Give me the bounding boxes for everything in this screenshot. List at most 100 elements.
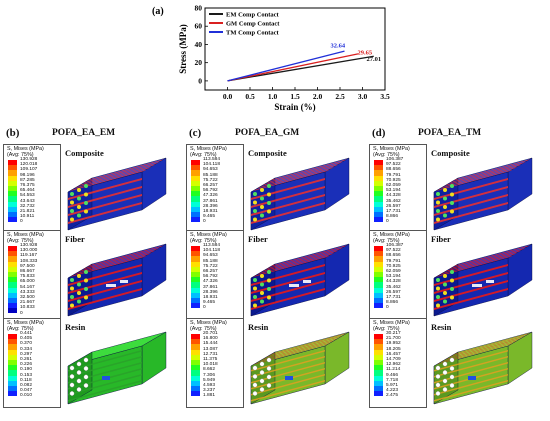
legend-tick-label: 70.925	[386, 263, 401, 269]
legend-tick-label: 47.326	[203, 193, 218, 199]
legend-tick-label: 97.522	[386, 248, 401, 254]
legend-swatch	[191, 380, 200, 386]
legend-tick-label: 16.457	[386, 351, 401, 357]
legend-tick-label: 5.949	[203, 377, 216, 383]
legend-tick-label: 28.396	[203, 203, 218, 209]
legend-tick-label: 53.194	[386, 188, 401, 194]
legend-tick-label: 7.306	[203, 372, 216, 378]
composite-label: Composite	[248, 148, 287, 158]
legend-tick-label: 109.107	[20, 167, 38, 173]
legend-swatch	[8, 256, 17, 262]
legend-swatch	[191, 191, 200, 197]
composite-label: Composite	[65, 148, 104, 158]
legend-swatch	[191, 266, 200, 272]
fiber-label: Fiber	[431, 234, 451, 244]
resin-label: Resin	[65, 322, 86, 332]
legend-swatch	[191, 370, 200, 376]
legend-swatch	[8, 160, 17, 166]
legend-header: S, Mises (MPa) (Avg: 75%)	[370, 319, 426, 332]
legend-tick-label: 17.731	[386, 209, 401, 214]
legend-tick-label: 54.553	[20, 193, 35, 199]
legend-tick-label: 79.791	[386, 258, 401, 264]
legend-tick-label: 37.861	[203, 198, 218, 204]
x-tick-label: 3.0	[358, 92, 368, 101]
legend-avg: (Avg: 75%)	[7, 238, 34, 245]
legend-tick-label: 12.962	[386, 362, 401, 368]
legend-tick-label: 0	[386, 305, 389, 311]
legend-swatch	[8, 354, 17, 360]
legend-tick-label: 14.709	[386, 357, 401, 362]
legend-avg: (Avg: 75%)	[190, 326, 217, 333]
fiber-model	[428, 240, 536, 318]
legend-tick-label: 0	[20, 219, 23, 225]
legend-tick-label: 35.462	[386, 284, 401, 290]
legend-tick-label: 94.653	[203, 167, 218, 173]
legend-tick-label: 97.522	[386, 162, 401, 168]
legend-tick-label: 0.082	[20, 383, 33, 388]
legend-tick-label: 5.971	[386, 383, 399, 388]
value-annotation: 29.65	[357, 49, 372, 56]
legend-tick-label: 65.000	[20, 279, 35, 285]
legend-tick-label: 17.731	[386, 295, 401, 300]
legend-title: S, Mises (MPa)	[373, 320, 410, 326]
legend-color-bar	[374, 160, 383, 223]
legend-swatch	[374, 380, 383, 386]
legend-header: S, Mises (MPa) (Avg: 75%)	[370, 231, 426, 244]
legend-tick-label: 130.928	[20, 157, 38, 162]
legend-tick-label: 0.405	[20, 336, 33, 342]
legend-tick-label: 104.118	[203, 162, 220, 168]
stress-strain-chart: 0.0 0.5 1.0 1.5 2.0 2.5 3.0 3.5 0 20 40 60 80 Strain …	[150, 2, 400, 118]
legend-swatch	[8, 391, 17, 397]
legend-swatch	[8, 334, 17, 340]
fiber-label: Fiber	[248, 234, 268, 244]
legend-title: S, Mises (MPa)	[373, 232, 410, 238]
legend-tick-label: 9.465	[203, 214, 216, 220]
legend-header: S, Mises (MPa) (Avg: 75%)	[187, 319, 243, 332]
composite-model-render	[67, 157, 167, 231]
legend-tick-label: 44.328	[386, 193, 401, 199]
legend-tick-label: 120.018	[20, 162, 38, 168]
composite-model-render	[433, 157, 533, 231]
composite-label: Composite	[431, 148, 470, 158]
legend-swatch	[8, 297, 17, 304]
legend-tick-label: 21.700	[386, 336, 401, 342]
legend-swatch	[8, 339, 17, 345]
legend-tick-label: 108.333	[20, 258, 38, 264]
legend-color-bar	[374, 334, 383, 397]
legend-swatch	[374, 217, 383, 223]
composite-model	[245, 154, 353, 232]
x-tick-label: 0.5	[245, 92, 255, 101]
legend-swatch	[8, 287, 17, 293]
legend-swatch	[191, 196, 200, 202]
legend-swatch	[374, 251, 383, 257]
legend-swatch	[191, 391, 200, 397]
legend-entry: TM Comp Contact	[226, 30, 280, 37]
legend-tick-label: 113.584	[203, 243, 220, 248]
legend-tick-label: 0	[203, 219, 206, 225]
legend-tick-label: 4.223	[386, 388, 399, 394]
legend-swatch	[374, 365, 383, 371]
legend-tick-label: 54.167	[20, 284, 35, 290]
legend-tick-label: 10.018	[203, 362, 218, 368]
legend-swatch	[8, 196, 17, 202]
fiber-legend: S, Mises (MPa) (Avg: 75%) 113.584 104.118 94…	[186, 230, 244, 320]
legend-tick-label: 47.326	[203, 279, 218, 285]
legend-color-bar	[8, 160, 17, 223]
legend-tick-label: 113.584	[203, 157, 220, 162]
y-tick-label: 80	[195, 4, 203, 13]
legend-swatch	[374, 349, 383, 355]
value-annotation: 32.64	[330, 43, 345, 50]
legend-swatch	[374, 271, 383, 278]
resin-model	[245, 328, 353, 406]
legend-swatch	[8, 282, 17, 288]
legend-tick-label: 18.205	[386, 346, 401, 352]
fiber-model-render	[250, 243, 350, 317]
legend-tick-label: 28.396	[203, 289, 218, 295]
y-tick-label: 60	[195, 22, 203, 31]
legend-tick-label: 0.118	[20, 377, 32, 383]
legend-tick-label: 87.285	[20, 177, 35, 183]
legend-tick-label: 26.597	[386, 203, 401, 209]
legend-tick-label: 0.047	[20, 388, 33, 394]
legend-swatch	[191, 354, 200, 360]
legend-tick-label: 0.153	[20, 372, 33, 378]
